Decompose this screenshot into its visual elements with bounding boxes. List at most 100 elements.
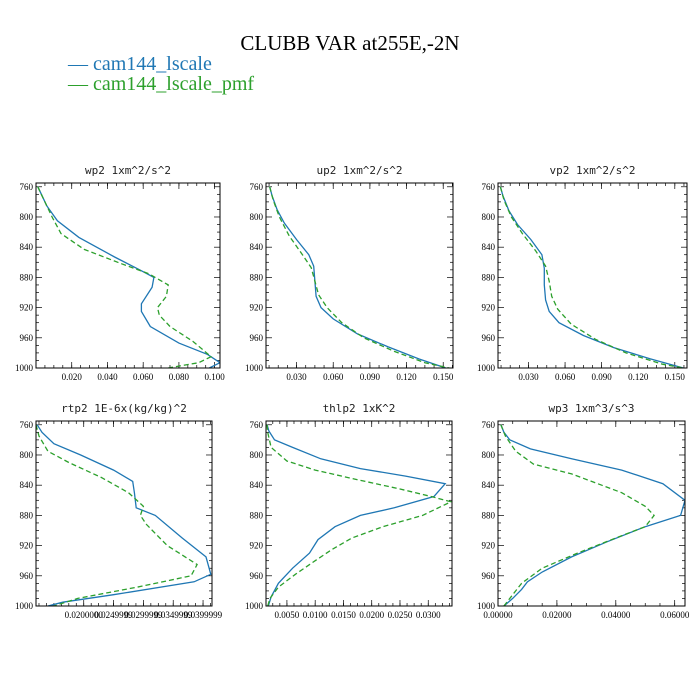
series-line-2 (500, 424, 655, 606)
y-tick-label: 880 (20, 510, 34, 520)
y-tick-label: 1000 (477, 363, 496, 373)
series-line-2 (266, 424, 452, 606)
x-tick-label: 0.04000 (601, 610, 631, 620)
y-tick-label: 760 (482, 182, 496, 192)
y-tick-label: 920 (482, 303, 496, 313)
plot-frame (497, 182, 688, 369)
y-tick-label: 840 (482, 480, 496, 490)
x-tick-label: 0.020 (62, 372, 83, 382)
x-tick-label: 0.0150 (331, 610, 356, 620)
x-tick-label: 0.090 (360, 372, 381, 382)
x-tick-label: 0.030 (518, 372, 539, 382)
y-tick-label: 960 (250, 333, 264, 343)
panel-title: rtp2 1E-6x(kg/kg)^2 (61, 402, 187, 415)
series-line-1 (500, 424, 685, 606)
plot-frame (35, 420, 213, 607)
y-tick-label: 960 (20, 571, 34, 581)
series-line-1 (269, 186, 446, 368)
y-tick-label: 760 (250, 420, 264, 430)
panel-3: vp2 1xm^2/s^2 760 800 840 880 920 960 1000 0.030… (477, 164, 688, 382)
y-tick-label: 760 (482, 420, 496, 430)
series-line-2 (499, 186, 684, 368)
legend-entry-2: — cam144_lscale_pmf (67, 73, 254, 95)
plot-frame (265, 182, 454, 369)
y-tick-label: 920 (20, 303, 34, 313)
y-tick-label: 920 (250, 303, 264, 313)
panel-title: wp2 1xm^2/s^2 (85, 164, 171, 177)
x-tick-label: 0.060 (133, 372, 154, 382)
panels: wp2 1xm^2/s^2 760 800 840 880 920 960 1000 0.020… (15, 164, 690, 620)
x-tick-label: 0.0300 (416, 610, 441, 620)
x-tick-label: 0.040 (97, 372, 118, 382)
y-tick-label: 800 (482, 450, 496, 460)
y-tick-label: 960 (482, 571, 496, 581)
y-tick-label: 1000 (245, 601, 264, 611)
y-tick-label: 880 (250, 510, 264, 520)
series-line-2 (36, 424, 198, 606)
x-tick-label: 0.060 (555, 372, 576, 382)
panel-title: wp3 1xm^3/s^3 (548, 402, 634, 415)
x-tick-label: 0.060 (323, 372, 344, 382)
series-line-2 (269, 186, 450, 368)
y-tick-label: 840 (250, 242, 264, 252)
plot-frame (265, 420, 453, 607)
x-tick-label: 0.0349999 (154, 610, 193, 620)
series-line-1 (36, 424, 212, 606)
series-line-1 (266, 424, 447, 606)
series-line-1 (37, 186, 220, 368)
panel-6: wp3 1xm^3/s^3 760 800 840 880 920 960 10000.000… (477, 402, 690, 620)
x-tick-label: 0.100 (205, 372, 226, 382)
series-line-1 (499, 186, 684, 368)
y-tick-label: 880 (482, 272, 496, 282)
figure-title: CLUBB VAR at255E,-2N (240, 31, 459, 55)
y-tick-label: 800 (482, 212, 496, 222)
y-tick-label: 840 (482, 242, 496, 252)
y-tick-label: 960 (20, 333, 34, 343)
y-tick-label: 960 (482, 333, 496, 343)
y-tick-label: 1000 (15, 601, 34, 611)
y-tick-label: 800 (250, 212, 264, 222)
x-tick-label: 0.090 (592, 372, 613, 382)
x-tick-label: 0.120 (396, 372, 417, 382)
y-tick-label: 880 (250, 272, 264, 282)
x-tick-label: 0.00000 (483, 610, 513, 620)
x-tick-label: 0.120 (628, 372, 649, 382)
y-tick-label: 800 (250, 450, 264, 460)
x-tick-label: 0.030 (286, 372, 307, 382)
y-tick-label: 1000 (15, 363, 34, 373)
y-tick-label: 1000 (477, 601, 496, 611)
y-tick-label: 1000 (245, 363, 264, 373)
y-tick-label: 880 (20, 272, 34, 282)
y-tick-label: 960 (250, 571, 264, 581)
legend-entry-1: — cam144_lscale (67, 53, 212, 75)
panel-title: up2 1xm^2/s^2 (316, 164, 402, 177)
y-tick-label: 920 (482, 541, 496, 551)
y-tick-label: 800 (20, 450, 34, 460)
x-tick-label: 0.0249999 (94, 610, 133, 620)
x-tick-label: 0.0299999 (124, 610, 163, 620)
panel-1: wp2 1xm^2/s^2 760 800 840 880 920 960 1000 0.020… (15, 164, 225, 382)
panel-title: vp2 1xm^2/s^2 (549, 164, 635, 177)
x-tick-label: 0.0250 (388, 610, 413, 620)
x-tick-label: 0.150 (433, 372, 454, 382)
x-tick-label: 0.080 (169, 372, 190, 382)
y-tick-label: 840 (20, 242, 34, 252)
x-tick-label: 0.0200 (359, 610, 384, 620)
y-tick-label: 880 (482, 510, 496, 520)
y-tick-label: 800 (20, 212, 34, 222)
y-tick-label: 760 (20, 420, 34, 430)
panel-4: rtp2 1E-6x(kg/kg)^2 760 800 840 880 920 960 100… (15, 402, 223, 620)
panel-2: up2 1xm^2/s^2 760 800 840 880 920 960 1000 0.030… (245, 164, 454, 382)
x-tick-label: 0.0050 (275, 610, 300, 620)
x-tick-label: 0.0200000 (65, 610, 104, 620)
x-tick-label: 0.150 (665, 372, 686, 382)
y-tick-label: 840 (250, 480, 264, 490)
y-tick-label: 920 (250, 541, 264, 551)
x-tick-label: 0.0100 (303, 610, 328, 620)
y-tick-label: 760 (20, 182, 34, 192)
series-line-2 (37, 186, 213, 368)
x-tick-label: 0.06000 (660, 610, 690, 620)
panel-title: thlp2 1xK^2 (323, 402, 396, 415)
